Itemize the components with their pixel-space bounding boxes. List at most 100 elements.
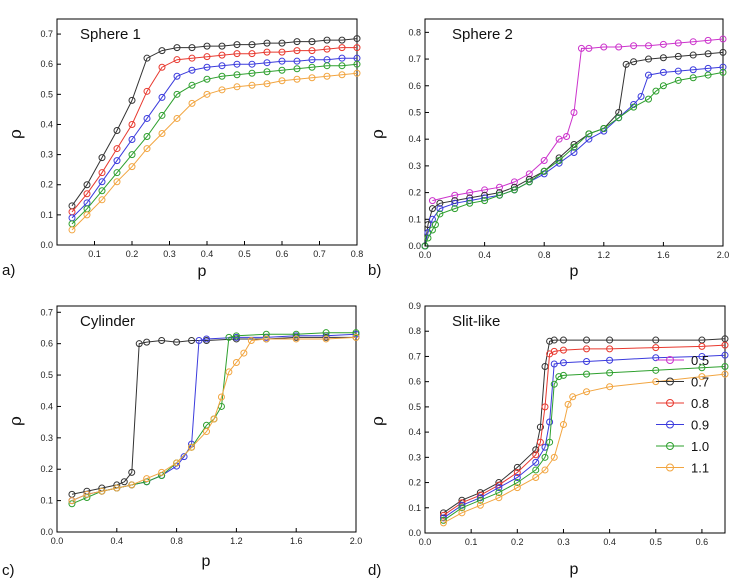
data-point <box>232 359 240 366</box>
data-point <box>541 466 549 474</box>
data-point <box>674 52 682 60</box>
x-tick-label: 0.4 <box>603 537 616 547</box>
legend-label: 0.7 <box>691 375 709 390</box>
data-point <box>563 133 571 141</box>
data-point <box>540 167 548 175</box>
data-point <box>225 333 233 341</box>
data-point <box>113 484 121 492</box>
y-tick-label: 0.0 <box>40 240 53 250</box>
y-tick-label: 0.8 <box>408 27 421 37</box>
series-line-0.8 <box>443 344 726 516</box>
data-point <box>113 169 121 177</box>
data-point <box>606 336 614 344</box>
legend-marker <box>666 420 674 429</box>
data-point <box>195 337 203 345</box>
data-point <box>210 415 218 423</box>
x-tick-label: 1.2 <box>598 250 611 260</box>
data-point <box>218 72 226 80</box>
data-point <box>308 74 316 82</box>
data-point <box>546 438 554 446</box>
x-tick-label: 0.1 <box>88 249 101 259</box>
data-point <box>218 86 226 94</box>
data-point <box>513 468 521 476</box>
data-point <box>532 446 540 454</box>
data-point <box>550 336 558 344</box>
marks <box>439 335 729 527</box>
x-axis-label: p <box>570 561 579 578</box>
data-point <box>451 199 459 207</box>
data-point <box>659 82 667 90</box>
data-point <box>143 54 151 62</box>
data-point <box>652 366 660 374</box>
data-point <box>98 196 106 204</box>
data-point <box>262 330 270 338</box>
data-point <box>128 120 136 128</box>
data-point <box>532 474 540 482</box>
data-point <box>263 48 271 56</box>
data-point <box>143 145 151 153</box>
data-point <box>585 44 593 52</box>
data-point <box>659 68 667 76</box>
data-point <box>180 453 188 461</box>
data-point <box>569 393 577 401</box>
data-point <box>173 114 181 122</box>
data-point <box>293 47 301 55</box>
data-point <box>98 487 106 495</box>
y-tick-label: 0.2 <box>40 464 53 474</box>
data-point <box>704 64 712 72</box>
data-point <box>217 393 225 401</box>
data-point <box>293 38 301 46</box>
panel-label: a) <box>2 262 15 279</box>
data-point <box>83 211 91 219</box>
data-point <box>615 114 623 122</box>
marks <box>68 35 361 234</box>
y-axis-label: ρ <box>368 129 388 139</box>
data-point <box>203 428 210 436</box>
data-point <box>83 490 91 498</box>
data-point <box>188 54 196 62</box>
data-point <box>570 149 578 157</box>
data-point <box>439 519 447 527</box>
legend-label: 0.9 <box>691 418 709 433</box>
data-point <box>278 57 286 65</box>
series-line-1.0 <box>443 366 726 521</box>
data-point <box>98 169 106 177</box>
data-point <box>278 66 286 74</box>
data-point <box>495 484 503 492</box>
data-point <box>323 62 331 70</box>
y-tick-label: 0.8 <box>408 326 421 336</box>
data-point <box>188 337 196 345</box>
y-tick-label: 0.0 <box>408 528 421 538</box>
data-point <box>622 60 630 68</box>
panel-b: 0.0 0.4 0.8 1.2 1.6 2.0 0.0 0.1 0.2 0.3 0.4 0.5 0.6 0… <box>368 18 729 280</box>
data-point <box>550 360 558 368</box>
x-tick-label: 1.6 <box>290 536 303 546</box>
series-line-1.1 <box>443 373 726 524</box>
data-point <box>583 388 591 396</box>
data-point <box>719 63 727 71</box>
y-tick-label: 0.4 <box>40 119 53 129</box>
data-point <box>451 191 459 199</box>
data-point <box>719 68 727 76</box>
data-point <box>248 41 256 49</box>
data-point <box>68 500 76 508</box>
data-point <box>577 44 585 52</box>
data-point <box>247 337 255 345</box>
data-point <box>550 347 558 355</box>
y-tick-label: 0.9 <box>408 301 421 311</box>
x-tick-label: 0.8 <box>538 250 551 260</box>
data-point <box>555 157 563 165</box>
y-tick-label: 0.4 <box>408 427 421 437</box>
data-point <box>113 157 121 165</box>
data-point <box>466 189 474 197</box>
data-point <box>698 373 706 381</box>
data-point <box>606 345 614 353</box>
data-point <box>323 72 331 80</box>
x-tick-label: 0.0 <box>419 250 432 260</box>
data-point <box>541 453 549 461</box>
y-tick-label: 0.1 <box>40 210 53 220</box>
data-point <box>352 329 360 337</box>
x-tick-label: 0.4 <box>478 250 491 260</box>
data-point <box>550 380 558 388</box>
y-axis-label: ρ <box>6 416 26 426</box>
